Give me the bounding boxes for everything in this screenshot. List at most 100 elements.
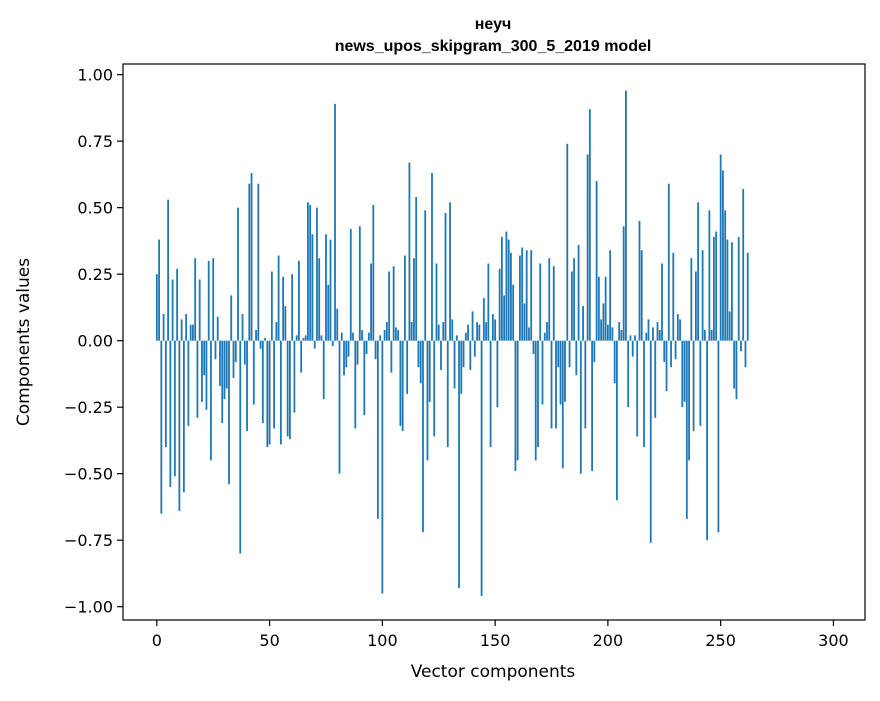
bar-115 bbox=[415, 197, 418, 341]
bar-4 bbox=[164, 340, 167, 448]
bar-192 bbox=[588, 109, 591, 341]
bar-48 bbox=[264, 338, 266, 341]
bar-86 bbox=[349, 228, 352, 341]
bar-72 bbox=[318, 258, 321, 341]
bar-25 bbox=[212, 258, 215, 341]
bar-212 bbox=[634, 335, 636, 341]
bar-28 bbox=[219, 340, 221, 386]
bar-177 bbox=[555, 340, 557, 429]
bar-226 bbox=[665, 340, 668, 392]
bar-85 bbox=[347, 340, 350, 357]
bar-78 bbox=[331, 340, 334, 346]
bar-163 bbox=[523, 303, 526, 341]
bar-92 bbox=[363, 340, 366, 416]
bar-247 bbox=[712, 236, 715, 341]
bar-213 bbox=[636, 340, 639, 437]
bar-178 bbox=[557, 340, 560, 368]
bar-179 bbox=[559, 340, 562, 405]
bar-117 bbox=[419, 340, 422, 384]
bar-12 bbox=[182, 340, 185, 493]
bar-249 bbox=[717, 340, 720, 533]
bar-113 bbox=[410, 322, 413, 341]
bar-130 bbox=[449, 202, 451, 341]
bar-206 bbox=[620, 330, 623, 341]
bar-229 bbox=[672, 252, 675, 341]
bar-232 bbox=[679, 319, 681, 341]
bar-222 bbox=[656, 322, 659, 341]
bar-251 bbox=[722, 170, 724, 341]
bar-185 bbox=[573, 258, 575, 341]
bar-38 bbox=[241, 314, 244, 341]
bar-234 bbox=[683, 340, 686, 402]
bar-20 bbox=[201, 340, 203, 402]
bar-95 bbox=[370, 263, 372, 341]
y-tick-label: 1.00 bbox=[77, 66, 113, 85]
bar-202 bbox=[611, 327, 614, 341]
bar-152 bbox=[498, 268, 501, 341]
bar-105 bbox=[392, 266, 395, 341]
bar-243 bbox=[703, 330, 706, 341]
bar-174 bbox=[548, 258, 551, 341]
x-axis-label: Vector components bbox=[411, 662, 576, 682]
bar-121 bbox=[428, 340, 431, 402]
bar-70 bbox=[313, 340, 316, 349]
bar-123 bbox=[433, 340, 436, 437]
bar-2 bbox=[160, 340, 163, 514]
bar-147 bbox=[487, 263, 490, 341]
bar-167 bbox=[532, 340, 535, 354]
bar-219 bbox=[649, 340, 652, 543]
bar-110 bbox=[404, 255, 406, 341]
bar-65 bbox=[302, 338, 305, 341]
bar-35 bbox=[234, 340, 237, 362]
bar-154 bbox=[503, 295, 506, 341]
bar-159 bbox=[514, 340, 517, 472]
bar-164 bbox=[525, 250, 528, 341]
bar-225 bbox=[663, 340, 666, 362]
bar-148 bbox=[489, 340, 492, 448]
bar-221 bbox=[654, 340, 657, 418]
bar-239 bbox=[694, 271, 697, 341]
bar-51 bbox=[270, 271, 273, 341]
bar-140 bbox=[471, 311, 474, 341]
bar-135 bbox=[460, 340, 463, 394]
bar-128 bbox=[444, 212, 447, 341]
bar-208 bbox=[625, 90, 627, 341]
bar-214 bbox=[638, 220, 641, 341]
bar-248 bbox=[715, 231, 718, 341]
bar-69 bbox=[311, 234, 314, 341]
bar-236 bbox=[688, 340, 690, 461]
bar-244 bbox=[706, 340, 709, 541]
bar-193 bbox=[591, 340, 593, 472]
bar-101 bbox=[383, 330, 386, 341]
bar-6 bbox=[169, 340, 172, 487]
bar-3 bbox=[162, 314, 165, 341]
x-tick-label: 150 bbox=[480, 631, 511, 650]
bar-149 bbox=[491, 314, 494, 341]
bar-134 bbox=[458, 340, 460, 589]
bar-181 bbox=[564, 340, 566, 402]
bar-137 bbox=[464, 332, 467, 341]
bar-155 bbox=[505, 231, 508, 341]
bar-56 bbox=[282, 276, 285, 341]
bar-82 bbox=[340, 332, 343, 341]
bar-141 bbox=[473, 340, 476, 357]
bar-74 bbox=[322, 340, 325, 400]
bar-99 bbox=[379, 335, 381, 341]
bar-18 bbox=[196, 340, 199, 418]
bar-199 bbox=[604, 276, 607, 341]
bar-168 bbox=[534, 340, 537, 461]
bar-102 bbox=[385, 322, 388, 341]
bar-215 bbox=[640, 250, 643, 341]
bar-201 bbox=[609, 250, 612, 341]
bar-33 bbox=[230, 295, 233, 341]
bar-153 bbox=[500, 236, 503, 341]
bar-10 bbox=[178, 340, 181, 511]
bar-118 bbox=[422, 340, 424, 533]
bar-29 bbox=[221, 340, 224, 424]
x-tick-label: 50 bbox=[259, 631, 279, 650]
y-axis-ticks: 1.00 0.75 0.50 0.25 0.00 −0.25 −0.50 −0.75 −1.00 bbox=[64, 66, 123, 617]
bar-50 bbox=[268, 340, 271, 445]
bar-217 bbox=[645, 332, 648, 341]
